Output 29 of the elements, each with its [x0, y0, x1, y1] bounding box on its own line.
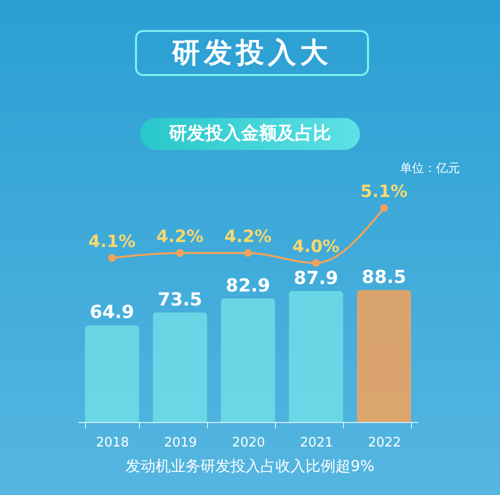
point — [380, 204, 388, 212]
data-label: 4.1% — [88, 232, 136, 252]
bar — [220, 298, 276, 422]
bar — [152, 312, 208, 422]
data-label: 4.0% — [292, 237, 340, 257]
data-label: 64.9 — [90, 302, 134, 324]
data-label: 87.9 — [294, 268, 338, 289]
point — [108, 254, 116, 262]
x-tick-label: 2022 — [368, 436, 402, 450]
x-tick-label: 2018 — [96, 436, 130, 450]
data-label: 88.5 — [362, 267, 406, 288]
data-label: 82.9 — [226, 275, 270, 296]
bar — [356, 290, 412, 422]
point — [176, 249, 184, 257]
data-label: 4.2% — [224, 227, 272, 247]
chart-subtitle: 研发投入金额及占比 — [140, 118, 360, 150]
point — [312, 259, 320, 267]
x-tick-label: 2021 — [300, 436, 334, 450]
bar — [288, 290, 344, 422]
data-label: 5.1% — [360, 182, 408, 202]
text: 单位：亿元 — [400, 160, 460, 177]
data-label: 73.5 — [158, 289, 202, 310]
text: 发动机业务研发投入占收入比例超9% — [124, 457, 376, 476]
x-tick-label: 2019 — [164, 436, 198, 450]
data-label: 4.2% — [156, 227, 204, 247]
chart-title: 研发投入大 — [135, 30, 369, 76]
x-tick-label: 2020 — [232, 436, 266, 450]
bar — [84, 325, 140, 422]
point — [244, 249, 252, 257]
